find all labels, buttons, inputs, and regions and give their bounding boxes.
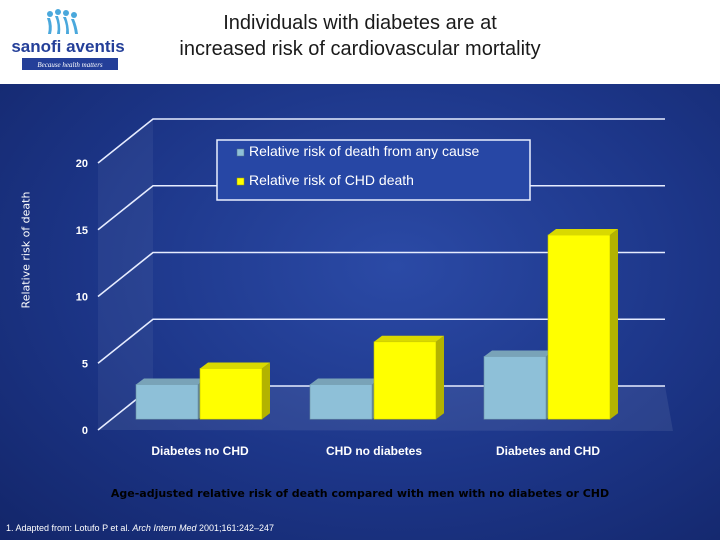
legend-box bbox=[216, 139, 531, 201]
logo-tagline-bar bbox=[22, 58, 118, 70]
sanofi-aventis-logo: sanofi aventis Because health matters bbox=[11, 9, 125, 70]
logo-figures-icon bbox=[47, 9, 78, 34]
legend-label: Relative risk of CHD death bbox=[249, 172, 414, 188]
bar-side bbox=[262, 362, 270, 420]
bar-top bbox=[310, 378, 380, 385]
bar-front bbox=[199, 368, 263, 420]
bar-top bbox=[136, 378, 206, 385]
gridline bbox=[97, 318, 665, 364]
legend-label: Relative risk of death from any cause bbox=[249, 143, 480, 159]
legend-swatch bbox=[236, 148, 245, 157]
legend-swatch bbox=[236, 177, 245, 186]
bar-front bbox=[135, 384, 199, 420]
bar-front bbox=[373, 341, 437, 420]
slide-title: Individuals with diabetes are at increas… bbox=[140, 10, 580, 62]
bar-top bbox=[374, 335, 444, 342]
bar-front bbox=[309, 384, 373, 420]
y-tick-label: 0 bbox=[82, 425, 88, 437]
footnote-source: 1. Adapted from: Lotufo P et al. bbox=[6, 523, 133, 533]
logo-tagline: Because health matters bbox=[37, 61, 103, 69]
y-tick-label: 20 bbox=[76, 158, 88, 170]
y-axis-label: Relative risk of death bbox=[19, 191, 33, 309]
bar-side bbox=[610, 228, 618, 420]
bar-front bbox=[547, 234, 611, 420]
x-axis-caption: Age-adjusted relative risk of death comp… bbox=[110, 487, 610, 500]
y-tick-label: 15 bbox=[76, 225, 88, 237]
x-category-label: Diabetes and CHD bbox=[496, 444, 600, 458]
footnote-citation: 2001;161:242–247 bbox=[196, 523, 275, 533]
y-tick-label: 5 bbox=[82, 358, 88, 370]
gridline bbox=[97, 118, 665, 164]
title-line-1: Individuals with diabetes are at bbox=[223, 12, 497, 34]
bar-top bbox=[484, 350, 554, 357]
bar-side bbox=[436, 335, 444, 420]
bar-top bbox=[548, 228, 618, 235]
x-category-label: Diabetes no CHD bbox=[151, 444, 249, 458]
logo-brand: sanofi aventis bbox=[11, 37, 124, 56]
title-line-2: increased risk of cardiovascular mortali… bbox=[179, 38, 541, 60]
y-tick-label: 10 bbox=[76, 292, 88, 304]
x-category-label: CHD no diabetes bbox=[326, 444, 422, 458]
footnote-journal: Arch Intern Med bbox=[132, 523, 197, 533]
bar-front bbox=[483, 356, 547, 420]
bar-top bbox=[200, 362, 270, 369]
footnote: 1. Adapted from: Lotufo P et al. Arch In… bbox=[6, 523, 274, 533]
gridline bbox=[97, 251, 665, 298]
